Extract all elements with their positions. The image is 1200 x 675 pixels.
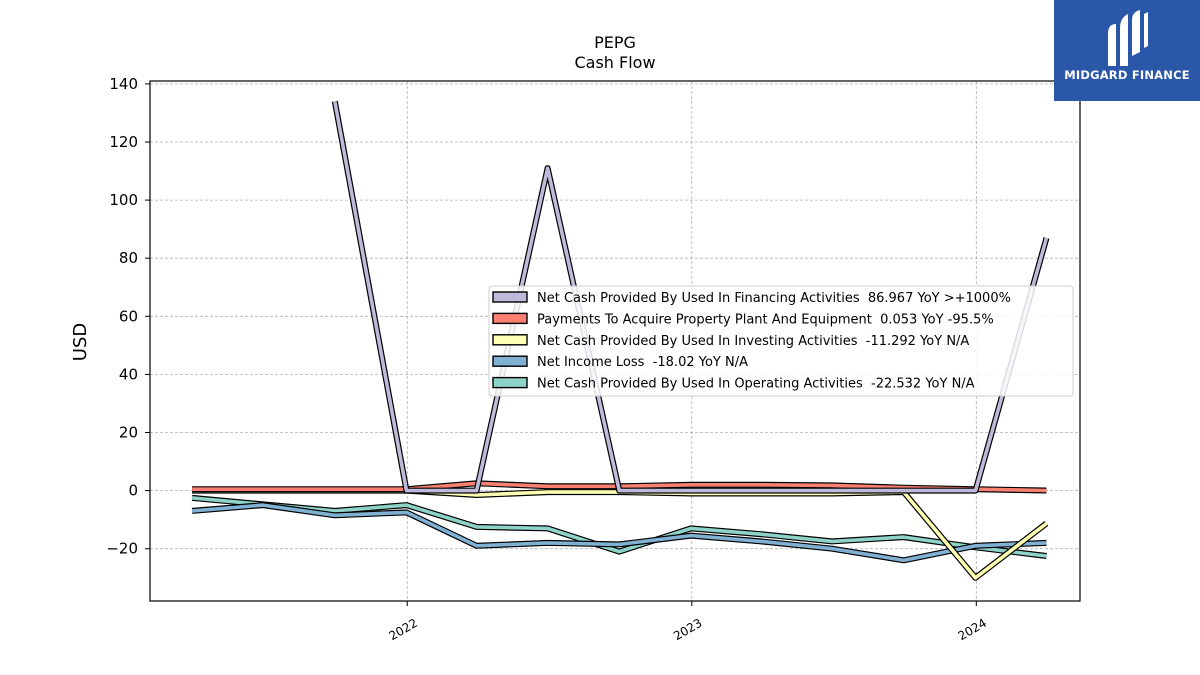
chart-subtitle: Cash Flow bbox=[574, 53, 655, 72]
y-tick-label: 120 bbox=[109, 133, 138, 151]
y-tick-label: 60 bbox=[119, 307, 138, 325]
y-tick-label: 20 bbox=[119, 424, 138, 442]
legend-label: Payments To Acquire Property Plant And E… bbox=[537, 312, 994, 327]
legend-box bbox=[488, 285, 1074, 397]
logo-mark-icon bbox=[1108, 10, 1148, 66]
y-tick-label: 100 bbox=[109, 191, 138, 209]
legend-label: Net Cash Provided By Used In Financing A… bbox=[537, 291, 1011, 306]
legend-swatch bbox=[492, 291, 528, 303]
legend-swatch bbox=[492, 355, 528, 367]
y-tick-label: 40 bbox=[119, 365, 138, 383]
legend: Net Cash Provided By Used In Financing A… bbox=[488, 285, 1074, 397]
plot-frame bbox=[149, 80, 1081, 602]
logo-text: MIDGARD FINANCE bbox=[1064, 68, 1190, 82]
series-lines bbox=[191, 100, 1050, 581]
legend-swatch bbox=[492, 334, 528, 346]
y-tick-label: 140 bbox=[109, 75, 138, 93]
y-tick-label: −20 bbox=[106, 540, 138, 558]
legend-swatch bbox=[492, 376, 528, 389]
legend-label: Net Cash Provided By Used In Investing A… bbox=[537, 334, 969, 349]
legend-swatch bbox=[492, 312, 528, 325]
legend-label: Net Cash Provided By Used In Operating A… bbox=[537, 377, 975, 392]
midgard-finance-logo: MIDGARD FINANCE bbox=[1054, 0, 1200, 101]
y-tick-label: 80 bbox=[119, 249, 138, 267]
y-tick-label: 0 bbox=[128, 482, 138, 500]
legend-label: Net Income Loss -18.02 YoY N/A bbox=[537, 355, 748, 370]
series-line bbox=[333, 100, 1049, 493]
chart-title: PEPG bbox=[594, 33, 636, 52]
series-line bbox=[191, 503, 1047, 563]
y-axis-label: USD bbox=[70, 323, 91, 361]
